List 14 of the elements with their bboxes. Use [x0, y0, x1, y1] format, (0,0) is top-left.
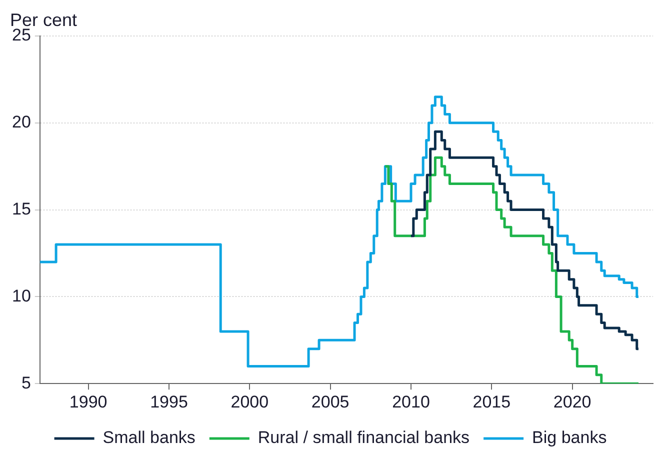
y-tick-label: 5 — [21, 373, 31, 392]
x-tick-label: 1990 — [69, 392, 108, 412]
x-tick-label: 2010 — [392, 392, 430, 412]
y-tick-label: 15 — [12, 199, 31, 218]
legend-label: Big banks — [532, 428, 607, 448]
y-tick-label: 10 — [12, 286, 31, 306]
legend-label: Rural / small financial banks — [258, 428, 470, 448]
y-tick-label: 20 — [12, 112, 31, 132]
legend-label: Small banks — [102, 428, 196, 448]
x-tick-label: 2015 — [472, 392, 511, 412]
x-tick-label: 2000 — [230, 392, 269, 412]
x-tick-label: 2005 — [311, 392, 350, 412]
x-tick-label: 2020 — [553, 392, 592, 412]
x-tick-label: 1995 — [150, 392, 188, 412]
